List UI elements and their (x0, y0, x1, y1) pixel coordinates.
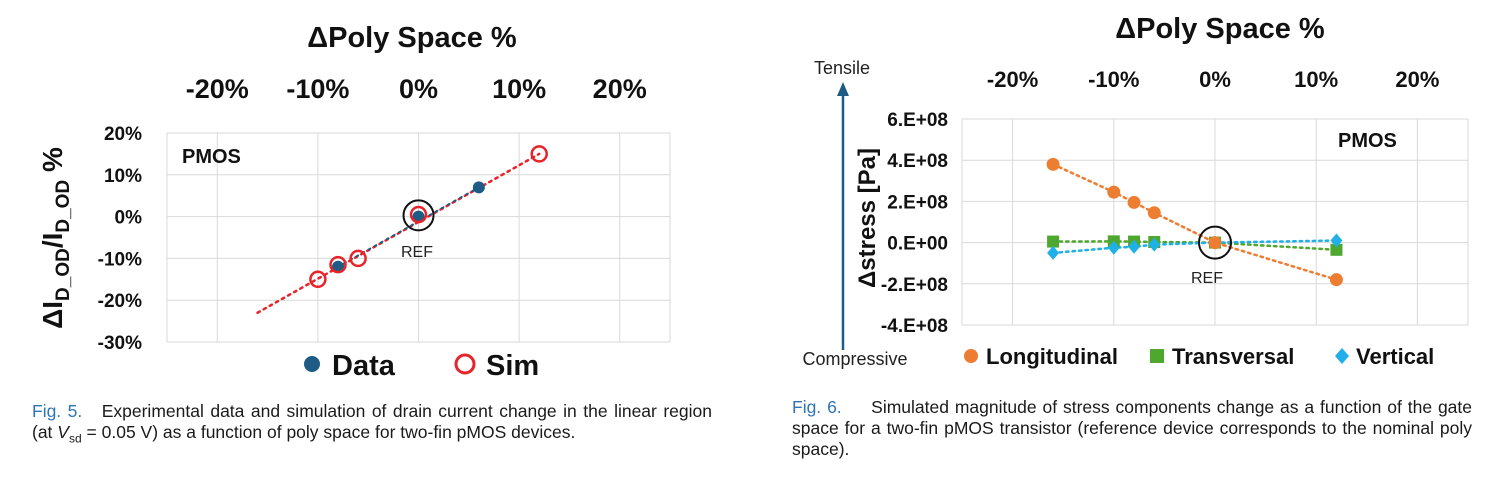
sim-trendline (256, 152, 541, 314)
chart-fig6: ΔPoly Space % Tensile Compressive -20% -1… (802, 13, 1469, 369)
y-tick-label: 4.E+08 (887, 151, 948, 172)
chart6-y-axis-label: Δstress [Pa] (854, 148, 881, 288)
chart5-y-ticks: 20% 10% 0% -10% -20% -30% (98, 124, 142, 354)
vertical-line (1051, 239, 1338, 255)
chart6-annotation-ref: REF (1191, 270, 1223, 287)
legend-vertical-label: Vertical (1356, 344, 1434, 369)
x-tick-label: 20% (1395, 67, 1439, 92)
x-tick-label: 10% (1294, 67, 1338, 92)
y-tick-label: 0% (115, 208, 143, 229)
annotation-compressive: Compressive (802, 349, 907, 369)
chart6-legend: Longitudinal Transversal Vertical (964, 344, 1434, 369)
y-tick-label: -2.E+08 (881, 275, 948, 296)
legend-transversal-label: Transversal (1172, 344, 1294, 369)
y-tick-label: 6.E+08 (887, 110, 948, 131)
figure-5-text-after: = 0.05 V) as a function of poly space fo… (81, 422, 576, 442)
x-tick-label: -10% (1088, 67, 1139, 92)
y-tick-label: 2.E+08 (887, 192, 948, 213)
figure-6-label: Fig. 6. (792, 397, 842, 417)
sim-point (530, 145, 548, 163)
chart5-x-ticks: -20% -10% 0% 10% 20% (186, 74, 647, 104)
annotation-tensile: Tensile (814, 58, 870, 78)
vertical-point (1047, 245, 1060, 260)
legend-longitudinal-label: Longitudinal (986, 344, 1118, 369)
sim-point (309, 270, 327, 289)
chart6-marks (1046, 157, 1343, 287)
longitudinal-point (1046, 157, 1060, 171)
longitudinal-point (1329, 273, 1343, 287)
legend-sim-label: Sim (486, 350, 539, 382)
x-tick-label: 0% (399, 74, 438, 104)
chart5-grid (166, 132, 671, 343)
x-tick-label: 20% (593, 74, 647, 104)
x-tick-label: 0% (1199, 67, 1231, 92)
chart5-annotation-ref: REF (401, 244, 433, 261)
transversal-point (1047, 235, 1060, 248)
vertical-point (1107, 240, 1120, 255)
chart6-title: ΔPoly Space % (1115, 13, 1325, 45)
longitudinal-line (1051, 163, 1338, 281)
chart6-y-ticks: 6.E+08 4.E+08 2.E+08 0.E+00 -2.E+08 -4.E+08 (881, 110, 948, 337)
y-tick-label: 20% (104, 124, 142, 145)
tensile-arrow-head (837, 82, 849, 96)
vertical-point (1128, 239, 1141, 254)
chart-fig5: ΔPoly Space % -20% -10% 0% 10% 20% 20%10%0%-… (37, 22, 671, 382)
y-tick-label: -4.E+08 (881, 316, 948, 337)
ref-circle (402, 199, 435, 232)
transversal-point (1330, 243, 1343, 256)
data-point (412, 210, 425, 223)
y-tick-label: -20% (98, 291, 142, 312)
y-tick-label: -30% (98, 333, 142, 354)
sim-point (409, 205, 428, 224)
vertical-point (1330, 233, 1343, 248)
longitudinal-point (1127, 195, 1141, 209)
sim-point (329, 255, 347, 274)
legend-data-marker (304, 356, 320, 372)
chart6-x-ticks: -20% -10% 0% 10% 20% (987, 67, 1440, 92)
figure-5-text-before: Experimental data and simulation of drai… (32, 401, 712, 442)
ref-circle (1198, 225, 1232, 260)
x-tick-label: -20% (987, 67, 1038, 92)
figure-5-caption: Fig. 5. Experimental data and simulation… (32, 401, 712, 450)
chart5-annotation-pmos: PMOS (182, 146, 241, 168)
transversal-line (1051, 240, 1338, 252)
figure-6-caption: Fig. 6. Simulated magnitude of stress co… (792, 397, 1472, 460)
longitudinal-point (1208, 236, 1222, 250)
figure-5-sub: sd (68, 431, 82, 446)
legend-transversal-marker (1150, 349, 1164, 363)
legend-sim-marker (454, 353, 476, 375)
legend-longitudinal-marker (964, 349, 978, 363)
legend-vertical-marker (1335, 348, 1349, 364)
y-tick-label: -10% (98, 249, 142, 270)
figure-5-label: Fig. 5. (32, 401, 83, 421)
x-tick-label: -10% (286, 74, 349, 104)
data-trendline (337, 186, 480, 268)
sim-point (349, 249, 367, 268)
longitudinal-point (1147, 206, 1161, 220)
legend-data-label: Data (332, 350, 396, 382)
chart5-title: ΔPoly Space % (307, 22, 517, 54)
y-tick-label: 10% (104, 166, 142, 187)
data-point (332, 260, 345, 273)
y-tick-label: 0.E+00 (887, 234, 948, 255)
figure-6-text: Simulated magnitude of stress components… (792, 397, 1473, 459)
longitudinal-point (1107, 185, 1121, 199)
chart6-grid (961, 118, 1469, 326)
vertical-point (1148, 237, 1161, 252)
chart5-legend: Data Sim (304, 350, 539, 382)
chart6-annotation-pmos: PMOS (1338, 130, 1397, 152)
chart5-marks (256, 145, 548, 314)
figure-5-var: V (57, 422, 69, 442)
chart5-y-axis-label: ΔID_OD/ID_OD % (37, 147, 74, 329)
x-tick-label: -20% (186, 74, 249, 104)
data-point (472, 181, 485, 194)
x-tick-label: 10% (492, 74, 546, 104)
